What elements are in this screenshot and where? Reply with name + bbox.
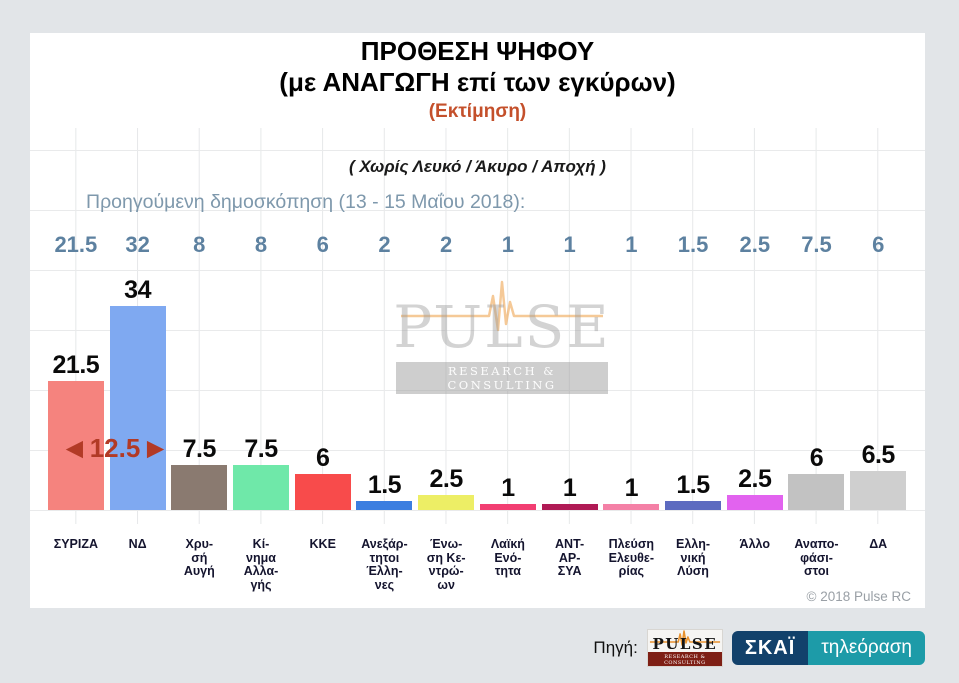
bar bbox=[109, 306, 166, 510]
party-label: Αναπο- φάσι- στοι bbox=[794, 537, 839, 578]
right-arrow-icon: ▶ bbox=[147, 436, 164, 460]
lead-gap-annotation: ◀ 12.5 ▶ bbox=[44, 434, 186, 462]
bar-column: 2.5 bbox=[415, 467, 477, 510]
bar-column: 6.5 bbox=[847, 443, 909, 510]
bar bbox=[418, 495, 475, 510]
chart-title-line2: (με ΑΝΑΓΩΓΗ επί των εγκύρων) bbox=[279, 67, 676, 97]
bar-column: 34 bbox=[107, 278, 169, 510]
lead-gap-value: 12.5 bbox=[89, 433, 141, 463]
previous-poll-value: 2 bbox=[440, 232, 453, 257]
previous-poll-value: 1.5 bbox=[677, 232, 709, 257]
bar-value-label: 7.5 bbox=[182, 435, 217, 463]
previous-poll-value: 8 bbox=[254, 232, 268, 257]
previous-poll-value: 1 bbox=[625, 232, 638, 257]
bar bbox=[850, 471, 907, 510]
bar-value-label: 21.5 bbox=[52, 351, 100, 379]
bar-value-label: 6.5 bbox=[861, 441, 896, 469]
bar-value-label: 34 bbox=[124, 276, 151, 304]
bar-column: 1 bbox=[539, 476, 601, 510]
bar-column: 1.5 bbox=[662, 473, 724, 510]
bar-column: 6 bbox=[786, 446, 848, 510]
bar bbox=[233, 465, 290, 510]
pulse-logo: PULSE RESEARCH & CONSULTING bbox=[646, 629, 723, 667]
bar bbox=[356, 501, 413, 510]
bar-value-label: 7.5 bbox=[244, 435, 278, 463]
bar bbox=[294, 474, 351, 510]
previous-poll-label: Προηγούμενη δημοσκόπηση (13 - 15 Μαΐου 2… bbox=[86, 191, 526, 213]
source-label: Πηγή: bbox=[593, 638, 638, 657]
previous-poll-value: 32 bbox=[125, 232, 150, 257]
party-label: Χρυ- σή Αυγή bbox=[183, 537, 215, 578]
bar-column: 1.5 bbox=[354, 473, 416, 510]
bar-column: 6 bbox=[292, 446, 354, 510]
bar bbox=[541, 504, 598, 510]
bar-value-label: 1 bbox=[624, 474, 639, 502]
poll-card: ΠΡΟΘΕΣΗ ΨΗΦΟΥ (με ΑΝΑΓΩΓΗ επί των εγκύρω… bbox=[30, 33, 925, 608]
bar-column: 7.5 bbox=[230, 437, 292, 510]
chart-subtitle-estimate: (Εκτίμηση) bbox=[428, 101, 527, 122]
bar bbox=[665, 501, 722, 510]
chart-title: ΠΡΟΘΕΣΗ ΨΗΦΟΥ (με ΑΝΑΓΩΓΗ επί των εγκύρω… bbox=[30, 36, 925, 98]
chart-title-line1: ΠΡΟΘΕΣΗ ΨΗΦΟΥ bbox=[360, 36, 595, 66]
left-arrow-icon: ◀ bbox=[66, 436, 83, 460]
bar bbox=[171, 465, 228, 510]
bar bbox=[788, 474, 845, 510]
previous-poll-value: 6 bbox=[316, 232, 329, 257]
party-label: ΑΝΤ- ΑΡ- ΣΥΑ bbox=[555, 537, 585, 578]
party-label: Ένω- ση Κε- ντρώ- ων bbox=[426, 537, 466, 592]
party-label: Πλεύση Ελευθε- ρίας bbox=[608, 537, 655, 578]
party-label: ΚΚΕ bbox=[309, 537, 336, 551]
bar-column: 1 bbox=[477, 476, 539, 510]
previous-poll-value: 21.5 bbox=[54, 232, 98, 257]
party-label: ΣΥΡΙΖΑ bbox=[53, 537, 99, 551]
previous-poll-value: 1 bbox=[563, 232, 576, 257]
bar-value-label: 1.5 bbox=[676, 471, 710, 499]
bar bbox=[479, 504, 536, 510]
pulse-logo-name: PULSE bbox=[652, 635, 718, 653]
previous-poll-value: 8 bbox=[193, 232, 206, 257]
pulse-logo-tagline: RESEARCH & CONSULTING bbox=[647, 652, 722, 666]
party-label: Κί- νημα Αλλα- γής bbox=[243, 537, 279, 592]
party-label: Λαϊκή Ενό- τητα bbox=[490, 537, 525, 578]
previous-poll-value: 1 bbox=[501, 232, 515, 257]
chart-note: ( Χωρίς Λευκό / Άκυρο / Αποχή ) bbox=[349, 157, 606, 176]
party-labels-row: ΣΥΡΙΖΑ ΝΔ Χρυ- σή Αυγή Κί- νημα Αλλα- γής ΚΚ… bbox=[45, 537, 909, 592]
bar-value-label: 6 bbox=[809, 444, 824, 472]
bar-value-label: 2.5 bbox=[429, 465, 464, 493]
previous-poll-value: 2.5 bbox=[739, 232, 771, 257]
skai-logo-name: ΣΚΑΪ bbox=[731, 631, 809, 665]
previous-poll-value: 7.5 bbox=[801, 232, 832, 257]
party-label: Ανεξάρ- τητοι Έλλη- νες bbox=[361, 537, 408, 592]
bar-value-label: 1.5 bbox=[367, 471, 402, 499]
party-label: Άλλο bbox=[739, 537, 770, 551]
copyright-text: © 2018 Pulse RC bbox=[806, 589, 912, 604]
bar bbox=[603, 504, 660, 510]
previous-poll-value: 6 bbox=[872, 232, 885, 257]
bar-column: 1 bbox=[600, 476, 662, 510]
party-label: ΔΑ bbox=[869, 537, 888, 551]
bar-column: 21.5 bbox=[45, 353, 107, 510]
bar-value-label: 2.5 bbox=[738, 465, 772, 493]
bar-value-label: 1 bbox=[562, 474, 577, 502]
skai-logo-tagline: τηλεόραση bbox=[808, 631, 925, 665]
party-label: Ελλη- νική Λύση bbox=[676, 537, 711, 578]
bar-column: 2.5 bbox=[724, 467, 786, 510]
prev-values-row: 21.5 32 8 8 6 2 2 1 1 1 1.5 2.5 7.5 6 bbox=[45, 231, 909, 261]
bar-value-label: 6 bbox=[316, 444, 330, 472]
bar bbox=[726, 495, 783, 510]
previous-poll-value: 2 bbox=[378, 232, 391, 257]
skai-logo: ΣΚΑΪ τηλεόραση bbox=[731, 631, 925, 665]
source-footer: Πηγή: PULSE RESEARCH & CONSULTING ΣΚΑΪ τ… bbox=[593, 629, 925, 667]
heartbeat-icon bbox=[649, 630, 720, 646]
bar-value-label: 1 bbox=[501, 474, 515, 502]
party-label: ΝΔ bbox=[128, 537, 147, 551]
